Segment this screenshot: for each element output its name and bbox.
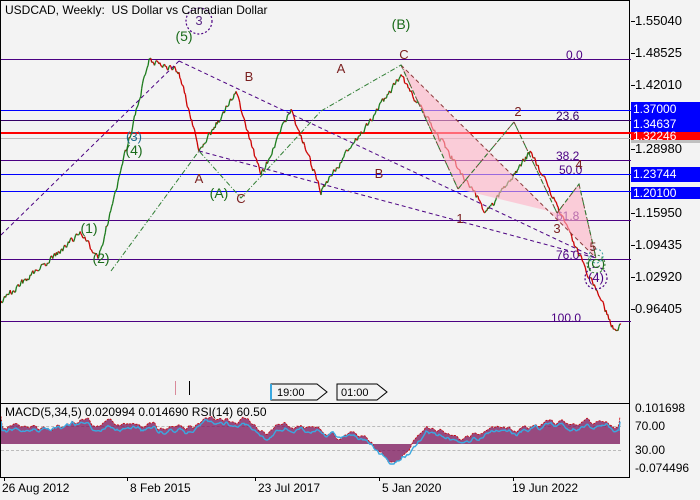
svg-text:3: 3 [553,221,560,236]
svg-text:C: C [236,191,245,206]
svg-text:1: 1 [456,211,463,226]
svg-text:C: C [399,47,408,62]
svg-text:(5): (5) [175,28,192,44]
svg-text:(4): (4) [125,142,142,158]
svg-text:A: A [195,171,204,186]
svg-text:B: B [375,166,384,181]
svg-text:(2): (2) [92,250,109,266]
svg-text:A: A [337,61,346,76]
svg-text:(4): (4) [588,270,604,285]
svg-text:(A): (A) [210,185,229,201]
svg-text:(B): (B) [392,16,411,32]
svg-text:B: B [245,69,254,84]
svg-text:(1): (1) [80,220,97,236]
svg-text:(C): (C) [587,256,605,271]
svg-text:2: 2 [514,104,521,119]
svg-text:5: 5 [590,240,597,254]
svg-text:4: 4 [575,157,582,172]
